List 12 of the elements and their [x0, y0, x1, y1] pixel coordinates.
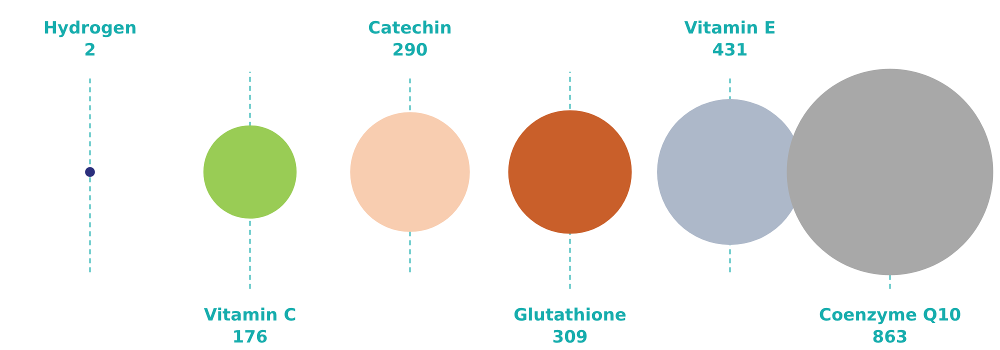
category-label: Glutathione: [514, 306, 626, 326]
data-label: 431: [712, 40, 748, 60]
data-label: 863: [872, 328, 908, 348]
category-label: Vitamin E: [684, 18, 776, 38]
data-label: 290: [392, 40, 428, 60]
category-label: Vitamin C: [204, 306, 296, 326]
category-label: Coenzyme Q10: [818, 306, 962, 326]
category-label: Hydrogen: [43, 18, 137, 38]
data-label: 176: [232, 328, 268, 348]
data-label: 2: [84, 40, 96, 60]
data-label: 309: [552, 328, 588, 348]
category-label: Catechin: [368, 18, 452, 38]
